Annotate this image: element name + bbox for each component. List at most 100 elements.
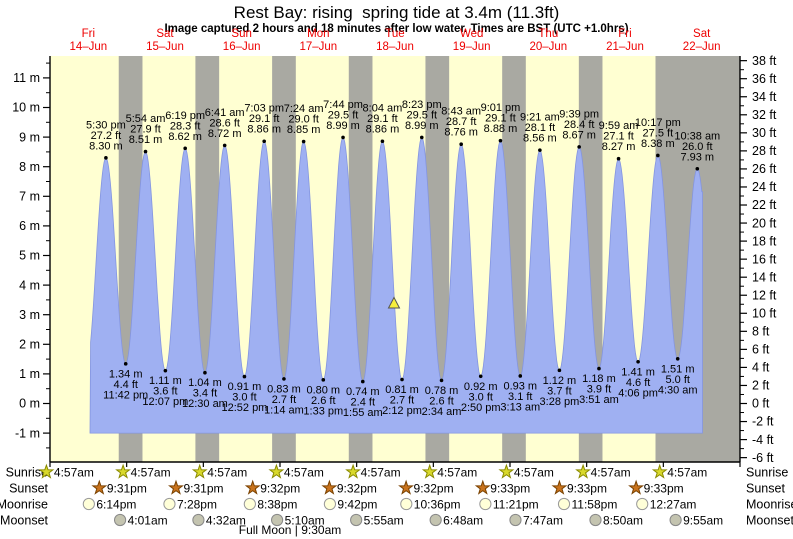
event-time: 4:57am xyxy=(54,465,94,479)
right-axis-label: 22 ft xyxy=(752,198,777,212)
event-time: 4:57am xyxy=(514,465,554,479)
sunrise-star-icon xyxy=(191,463,208,479)
low-tide-label: 1.51 m xyxy=(661,363,695,375)
low-tide-label: 0.93 m xyxy=(503,380,537,392)
low-tide-label: 0.81 m xyxy=(385,384,419,396)
low-tide-point xyxy=(597,366,601,371)
low-tide-label: 0.83 m xyxy=(267,383,301,395)
low-tide-point xyxy=(557,368,562,373)
high-tide-point xyxy=(380,139,385,144)
high-tide-label: 7:44 pm xyxy=(323,99,363,111)
low-tide-label: 3:13 am xyxy=(500,401,540,413)
day-label-name: Sun xyxy=(231,28,251,40)
high-tide-label: 27.2 ft xyxy=(91,130,122,142)
moonset-circle-icon xyxy=(589,513,602,527)
event-time: 4:57am xyxy=(131,465,171,479)
high-tide-point xyxy=(419,135,424,140)
high-tide-label: 10:17 pm xyxy=(635,117,681,129)
moonrise-circle-icon xyxy=(636,497,649,511)
right-axis-label: 2 ft xyxy=(752,379,770,393)
low-tide-label: 3:51 am xyxy=(579,394,619,406)
left-axis-label: 5 m xyxy=(19,249,40,263)
high-tide-label: 27.5 ft xyxy=(643,127,674,139)
high-tide-label: 8:23 pm xyxy=(402,99,442,111)
low-tide-label: 12:30 am xyxy=(182,398,228,410)
low-tide-point xyxy=(242,374,247,379)
high-tide-point xyxy=(538,148,542,152)
low-tide-point xyxy=(163,368,168,373)
high-tide-point xyxy=(341,135,345,140)
high-tide-label: 29.1 ft xyxy=(249,113,280,125)
high-tide-point xyxy=(104,156,108,160)
row-label-right: Moonrise xyxy=(746,497,793,511)
row-label-left: Moonset xyxy=(0,513,48,527)
moonset-circle-icon xyxy=(192,513,205,527)
sunset-star-icon xyxy=(321,479,338,495)
sunrise-star-icon xyxy=(651,463,668,479)
high-tide-label: 8.56 m xyxy=(523,133,557,145)
low-tide-label: 3.4 ft xyxy=(193,388,217,400)
low-tide-label: 3.0 ft xyxy=(468,391,492,403)
low-tide-point xyxy=(203,370,207,375)
high-tide-label: 9:59 am xyxy=(599,120,639,132)
low-tide-label: 1:33 pm xyxy=(303,405,343,417)
day-label-date: 16–Jun xyxy=(223,41,261,53)
sunrise-star-icon xyxy=(115,463,131,479)
event-time: 9:42pm xyxy=(337,497,377,511)
day-label-date: 17–Jun xyxy=(299,41,337,53)
high-tide-label: 10:38 am xyxy=(674,130,720,142)
low-tide-point xyxy=(321,378,326,382)
day-label-date: 20–Jun xyxy=(529,41,567,53)
high-tide-label: 8.72 m xyxy=(208,128,242,140)
low-tide-point xyxy=(123,362,128,366)
day-label-name: Mon xyxy=(307,28,329,40)
tide-curve xyxy=(89,136,703,434)
right-axis-label: 28 ft xyxy=(752,144,777,158)
sunset-star-icon xyxy=(398,479,414,495)
sunset-star-icon xyxy=(551,479,568,495)
left-axis-label: 6 m xyxy=(19,219,40,233)
event-time: 4:57am xyxy=(667,465,707,479)
left-axis-label: 1 m xyxy=(19,367,40,381)
day-label-name: Thu xyxy=(538,28,558,40)
day-label-name: Sat xyxy=(693,28,711,40)
low-tide-label: 0.78 m xyxy=(425,385,459,397)
day-label-name: Fri xyxy=(82,28,95,40)
low-tide-point xyxy=(478,374,483,379)
low-tide-label: 2:34 am xyxy=(422,406,462,418)
low-tide-point xyxy=(439,378,444,383)
high-tide-label: 29.0 ft xyxy=(288,114,319,126)
event-time: 4:57am xyxy=(437,465,477,479)
low-tide-label: 3.7 ft xyxy=(547,385,571,397)
event-time: 10:36pm xyxy=(414,497,461,511)
low-tide-label: 0.92 m xyxy=(464,381,498,393)
event-time: 9:32pm xyxy=(260,481,300,495)
high-tide-label: 6:19 pm xyxy=(165,110,205,122)
right-axis-label: -6 ft xyxy=(752,451,774,465)
sunrise-star-icon xyxy=(498,463,515,479)
low-tide-label: 3.0 ft xyxy=(232,392,256,404)
right-axis-label: 6 ft xyxy=(752,343,770,357)
low-tide-point xyxy=(282,377,286,381)
event-time: 6:14pm xyxy=(96,497,136,511)
high-tide-label: 9:01 pm xyxy=(481,102,521,114)
high-tide-label: 5:30 pm xyxy=(86,119,126,131)
low-tide-label: 12:52 pm xyxy=(221,402,267,414)
sunset-star-icon xyxy=(168,479,184,495)
high-tide-label: 27.1 ft xyxy=(603,131,634,143)
low-tide-label: 12:07 pm xyxy=(142,396,188,408)
low-tide-label: 0.91 m xyxy=(228,381,262,393)
high-tide-label: 9:21 am xyxy=(520,112,560,124)
low-tide-label: 1:55 am xyxy=(343,407,383,419)
row-label-left: Moonrise xyxy=(0,497,48,511)
event-time: 6:48am xyxy=(443,513,483,527)
row-label-left: Sunset xyxy=(9,481,48,495)
event-time: 8:38pm xyxy=(257,497,297,511)
moonset-circle-icon xyxy=(669,513,682,527)
low-tide-label: 1.12 m xyxy=(543,375,577,387)
low-tide-label: 0.80 m xyxy=(306,384,340,396)
high-tide-point xyxy=(459,142,463,147)
day-label-date: 14–Jun xyxy=(69,41,107,53)
row-label-right: Sunset xyxy=(746,481,785,495)
